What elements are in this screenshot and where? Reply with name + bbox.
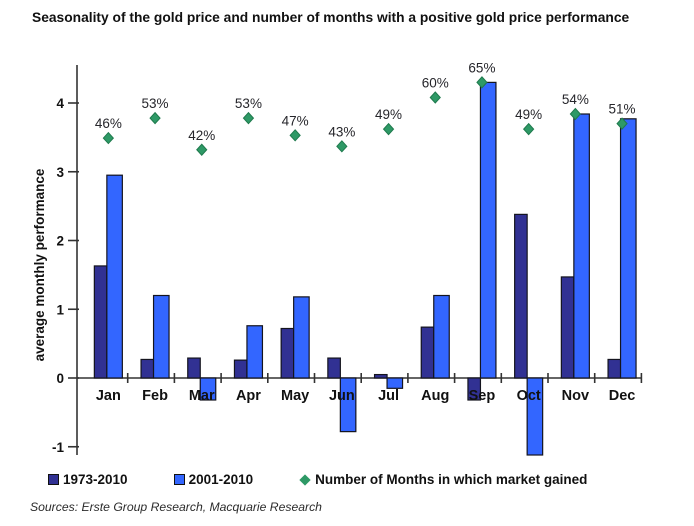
bar-2001-2010-Aug — [433, 294, 450, 379]
legend-item-2001-2010: 2001-2010 — [173, 472, 254, 487]
bar-1973-2010-May — [280, 327, 295, 379]
bar-2001-2010-Mar — [199, 377, 217, 401]
marker-pct-label: 60% — [422, 76, 449, 91]
y-axis-title: average monthly performance — [32, 168, 47, 361]
bar-2001-2010-Dec — [619, 118, 637, 379]
bar-1973-2010-Apr — [233, 359, 248, 379]
bar-1973-2010-Dec — [607, 358, 622, 379]
diamond-icon — [299, 473, 311, 486]
x-category-label: Aug — [421, 388, 449, 404]
bar-2001-2010-Sep — [479, 81, 497, 379]
bar-2001-2010-Jan — [106, 174, 123, 379]
y-tick-label: -1 — [52, 440, 64, 455]
bar-2001-2010-Nov — [573, 113, 590, 379]
x-category-label: Sep — [469, 388, 496, 404]
x-category-label: Apr — [236, 388, 261, 404]
x-category-label: Oct — [517, 388, 541, 404]
marker-pct-label: 49% — [515, 107, 542, 122]
x-category-label: Jul — [378, 388, 399, 404]
marker-diamond-Sep — [476, 76, 488, 89]
marker-pct-label: 53% — [142, 96, 169, 111]
marker-diamond-Jul — [382, 122, 395, 136]
marker-pct-label: 42% — [188, 128, 215, 143]
marker-diamond-Apr — [242, 111, 255, 125]
x-category-label: May — [281, 388, 309, 404]
x-category-label: Jan — [96, 388, 121, 404]
bar-2001-2010-Oct — [526, 377, 544, 456]
legend-swatch-light-icon — [173, 474, 185, 485]
marker-diamond-Dec — [616, 117, 628, 130]
chart-title: Seasonality of the gold price and number… — [32, 10, 630, 25]
bar-1973-2010-Jan — [93, 265, 108, 379]
marker-diamond-May — [289, 129, 301, 142]
bar-1973-2010-Mar — [187, 357, 201, 379]
chart-legend: 1973-2010 2001-2010 Number of Months in … — [0, 472, 694, 487]
y-tick-label: 3 — [56, 165, 64, 180]
marker-diamond-Mar — [196, 143, 208, 156]
x-category-label: Feb — [142, 388, 168, 404]
legend-item-markers: Number of Months in which market gained — [299, 472, 587, 487]
legend-label-2001-2010: 2001-2010 — [188, 472, 254, 487]
bar-2001-2010-May — [293, 296, 310, 379]
marker-pct-label: 51% — [609, 102, 636, 117]
bar-1973-2010-Aug — [420, 326, 435, 379]
y-tick-label: 2 — [56, 234, 64, 249]
marker-pct-label: 65% — [468, 60, 495, 75]
marker-diamond-Aug — [429, 91, 441, 104]
marker-pct-label: 43% — [328, 124, 355, 139]
bar-2001-2010-Feb — [152, 294, 170, 379]
marker-diamond-Feb — [149, 111, 161, 125]
marker-pct-label: 47% — [282, 113, 309, 128]
legend-label-1973-2010: 1973-2010 — [63, 472, 128, 487]
bar-2001-2010-Jun — [339, 377, 357, 433]
marker-diamond-Jun — [336, 140, 348, 153]
marker-pct-label: 49% — [375, 107, 402, 122]
seasonality-chart: -1 0 1 2 3 4 Jan 46% Feb 53% Mar 42% Apr 53% May 47% Jun… — [32, 60, 643, 456]
bar-2001-2010-Jul — [386, 377, 404, 389]
marker-pct-label: 53% — [235, 96, 262, 111]
bar-1973-2010-Oct — [514, 213, 528, 379]
legend-label-markers: Number of Months in which market gained — [315, 472, 588, 487]
x-category-label: Mar — [189, 388, 215, 404]
marker-diamond-Oct — [522, 122, 535, 136]
bar-2001-2010-Apr — [246, 325, 264, 379]
marker-diamond-Jan — [102, 131, 115, 145]
marker-pct-label: 46% — [95, 116, 122, 131]
sources-text: Sources: Erste Group Research, Macquarie… — [30, 500, 322, 514]
x-category-label: Dec — [609, 388, 636, 404]
bar-1973-2010-Nov — [560, 276, 575, 379]
y-tick-label: 0 — [56, 371, 64, 386]
bar-1973-2010-Jun — [327, 357, 341, 379]
bar-1973-2010-Feb — [140, 358, 155, 379]
bar-1973-2010-Jul — [373, 373, 388, 379]
y-tick-label: 1 — [56, 302, 64, 317]
x-category-label: Jun — [329, 388, 355, 404]
marker-diamond-Nov — [569, 107, 582, 121]
legend-item-1973-2010: 1973-2010 — [48, 472, 128, 487]
legend-swatch-dark-icon — [48, 474, 59, 485]
x-category-label: Nov — [562, 388, 589, 404]
bar-1973-2010-Sep — [467, 377, 482, 401]
marker-pct-label: 54% — [562, 92, 589, 107]
y-tick-label: 4 — [56, 96, 64, 111]
